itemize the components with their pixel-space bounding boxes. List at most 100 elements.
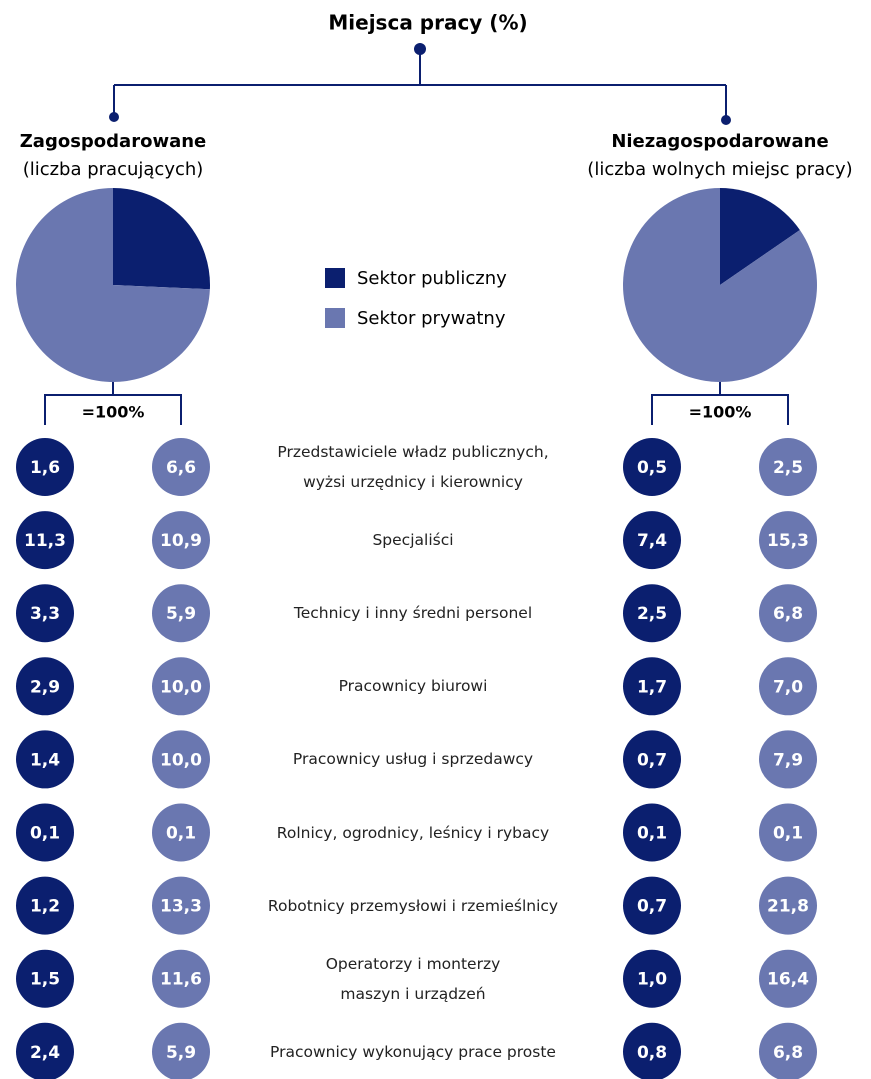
tree-lines [113, 49, 727, 120]
value-label: 7,4 [637, 531, 667, 551]
title: Miejsca pracy (%) [328, 11, 527, 35]
occupation-label: Pracownicy usług i sprzedawcy [292, 750, 534, 769]
legend-swatch [325, 308, 345, 328]
value-circle [759, 1022, 817, 1079]
value-circle [152, 584, 210, 643]
value-circle [623, 876, 681, 935]
value-label: 2,4 [30, 1043, 60, 1063]
occupation-label: Pracownicy wykonujący prace proste [270, 1042, 556, 1061]
value-circle [152, 949, 210, 1008]
value-circle [623, 657, 681, 716]
value-circle [623, 1022, 681, 1079]
occupation-label: Przedstawiciele władz publicznych, wyżsi… [277, 443, 549, 491]
value-circle [623, 730, 681, 789]
value-label: 7,9 [773, 750, 803, 770]
pie-subtitle: (liczba wolnych miejsc pracy) [587, 159, 852, 180]
total-label: =100% [82, 403, 145, 422]
occupation-label: Operatorzy i monterzy maszyn i urządzeń [325, 954, 501, 1003]
value-circle [16, 803, 74, 862]
value-label: 1,4 [30, 750, 60, 770]
legend-label: Sektor prywatny [357, 308, 506, 329]
value-circle [16, 657, 74, 716]
value-label: 13,3 [160, 897, 202, 917]
value-label: 0,1 [637, 824, 667, 844]
value-circle [16, 584, 74, 643]
value-label: 6,6 [166, 458, 196, 478]
pie-title: Zagospodarowane [20, 131, 207, 152]
total-label: =100% [689, 403, 752, 422]
value-circle [759, 730, 817, 789]
value-circle [152, 876, 210, 935]
pie-title: Niezagospodarowane [611, 131, 828, 152]
value-label: 2,5 [637, 604, 667, 624]
value-label: 16,4 [767, 970, 809, 990]
value-label: 10,0 [160, 677, 202, 697]
occupation-label: Rolnicy, ogrodnicy, leśnicy i rybacy [276, 823, 550, 842]
value-label: 10,0 [160, 750, 202, 770]
value-label: 1,7 [637, 677, 667, 697]
value-label: 0,1 [30, 824, 60, 844]
value-circle [759, 657, 817, 716]
value-circle [623, 803, 681, 862]
total-bracket [651, 382, 789, 425]
value-circle [759, 876, 817, 935]
value-label: 1,5 [30, 970, 60, 990]
pie-slice [720, 187, 800, 285]
value-circle [152, 730, 210, 789]
pie-slice [113, 188, 210, 290]
value-label: 1,2 [30, 897, 60, 917]
value-circle [759, 438, 817, 496]
pie-subtitle: (liczba pracujących) [23, 159, 204, 180]
occupation-label: Specjaliści [372, 531, 454, 550]
value-label: 3,3 [30, 604, 60, 624]
value-label: 11,3 [24, 531, 66, 551]
occupation-label: Technicy i inny średni personel [293, 604, 533, 623]
value-label: 11,6 [160, 970, 202, 990]
value-label: 0,1 [166, 824, 196, 844]
value-label: 10,9 [160, 531, 202, 551]
value-label: 0,7 [637, 897, 667, 917]
value-circle [623, 584, 681, 643]
occupation-label: Robotnicy przemysłowi i rzemieślnicy [267, 896, 559, 915]
value-circle [16, 511, 74, 570]
pie-slice [15, 187, 210, 382]
value-label: 0,8 [637, 1043, 667, 1063]
value-circle [759, 511, 817, 570]
tree-dots [109, 43, 731, 125]
value-circle [623, 949, 681, 1008]
value-label: 6,8 [773, 1043, 803, 1063]
occupation-label: Pracownicy biurowi [338, 677, 488, 696]
pie-slice [623, 188, 817, 383]
value-circle [152, 438, 210, 496]
value-label: 2,9 [30, 677, 60, 697]
value-circle [623, 438, 681, 496]
total-bracket [44, 382, 182, 425]
value-label: 5,9 [166, 1043, 196, 1063]
value-circle [16, 1022, 74, 1079]
value-circle [16, 949, 74, 1008]
legend-label: Sektor publiczny [357, 268, 507, 289]
value-label: 7,0 [773, 677, 803, 697]
value-circle [623, 511, 681, 570]
value-label: 6,8 [773, 604, 803, 624]
value-circle [152, 657, 210, 716]
value-label: 0,7 [637, 750, 667, 770]
value-label: 21,8 [767, 897, 809, 917]
value-label: 15,3 [767, 531, 809, 551]
value-label: 0,1 [773, 824, 803, 844]
value-circle [759, 803, 817, 862]
value-label: 1,6 [30, 458, 60, 478]
legend-swatch [325, 268, 345, 288]
value-circle [16, 876, 74, 935]
value-label: 2,5 [773, 458, 803, 478]
value-circle [152, 1022, 210, 1079]
value-label: 1,0 [637, 970, 667, 990]
value-circle [152, 511, 210, 570]
value-circle [152, 803, 210, 862]
value-circle [16, 438, 74, 496]
value-circle [759, 584, 817, 643]
value-circle [16, 730, 74, 789]
value-label: 0,5 [637, 458, 667, 478]
